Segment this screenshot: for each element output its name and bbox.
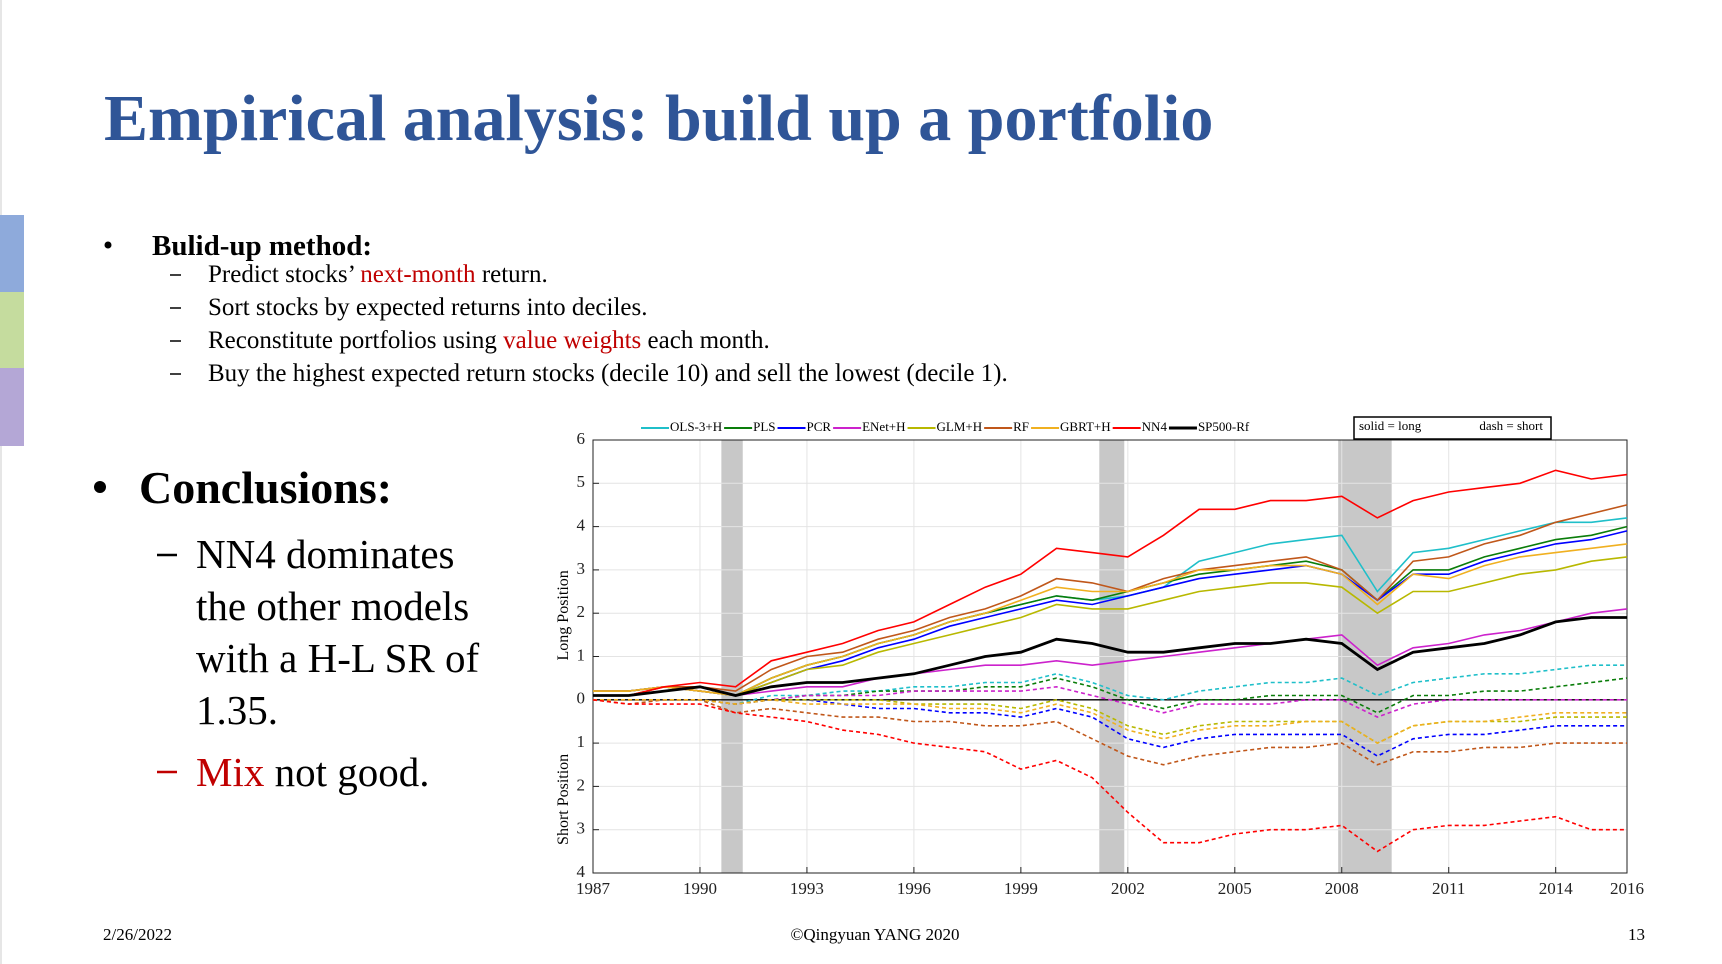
side-bar <box>0 292 24 368</box>
y-tick-label: 3 <box>577 819 586 838</box>
conclusions-heading: Conclusions: <box>139 462 392 513</box>
chart: 4 3 2 1 0 1 2 3 4 5 6 1987 1990 1993 1996 1999 2002 2005 2… <box>555 416 1644 898</box>
y-tick-label: 0 <box>577 689 586 708</box>
conclusion-line: with a H-L SR of <box>196 635 480 681</box>
bullet <box>104 241 112 249</box>
conclusion-text: NN4 dominates the other models with a H-L … <box>196 531 480 733</box>
y-tick-label: 5 <box>577 472 586 491</box>
y-tick-label: 1 <box>577 732 586 751</box>
legend-label: ENet+H <box>862 419 905 434</box>
text-segment: each month. <box>641 327 769 354</box>
y-tick-label: 2 <box>577 775 586 794</box>
long-line <box>593 504 1628 697</box>
plot-frame <box>592 439 1628 874</box>
legend-label: PLS <box>753 419 775 434</box>
conclusion-line: the other models <box>196 583 469 629</box>
y-axis-label: Long Position <box>555 570 572 660</box>
side-bar <box>0 368 24 446</box>
text-segment: value weights <box>503 327 641 354</box>
long-line <box>593 608 1628 697</box>
method-item: Sort stocks by expected returns into dec… <box>208 294 647 321</box>
y-axis-label: Short Position <box>555 754 572 845</box>
legend-label: SP500-Rf <box>1198 419 1250 434</box>
legend-label: RF <box>1013 419 1029 434</box>
long-line <box>593 616 1627 697</box>
short-line <box>593 699 1627 758</box>
footer-date: 2/26/2022 <box>103 925 172 944</box>
bullet <box>94 481 106 493</box>
long-line <box>593 556 1628 697</box>
footer-credit: ©Qingyuan YANG 2020 <box>790 925 959 944</box>
slide-title: Empirical analysis: build up a portfolio <box>104 82 1213 155</box>
y-tick-label: 1 <box>577 645 586 664</box>
x-tick-label: 2008 <box>1325 879 1359 898</box>
legend-label: NN4 <box>1142 419 1168 434</box>
legend-label: GLM+H <box>937 419 983 434</box>
x-tick-label: 2014 <box>1539 879 1574 898</box>
short-line <box>593 677 1628 714</box>
text-segment: not good. <box>264 749 429 795</box>
conclusion-line: 1.35. <box>196 687 278 733</box>
method-items: Predict stocks’ next-month return. Sort s… <box>170 261 1008 387</box>
short-line <box>592 699 1627 766</box>
text-segment: Buy the highest expected return stocks (… <box>208 360 1008 387</box>
x-tick-label: 1999 <box>1004 879 1038 898</box>
x-tick-label: 1987 <box>576 879 611 898</box>
conclusion-mix: Mix not good. <box>196 749 430 795</box>
y-tick-label: 3 <box>577 559 586 578</box>
legend-note: solid = long <box>1359 418 1422 433</box>
text-segment: Reconstitute portfolios using <box>208 327 503 354</box>
text-segment: Mix <box>196 749 264 795</box>
y-tick-label: 4 <box>577 516 586 535</box>
y-tick-label: 6 <box>577 429 586 448</box>
method-item: Buy the highest expected return stocks (… <box>208 360 1008 387</box>
legend-label: OLS-3+H <box>670 419 722 434</box>
legend-label: GBRT+H <box>1060 419 1111 434</box>
x-tick-label: 1990 <box>683 879 717 898</box>
method-heading: Bulid-up method: <box>152 230 372 262</box>
legend-note: dash = short <box>1479 418 1543 433</box>
page-number: 13 <box>1628 925 1645 944</box>
method-item: Reconstitute portfolios using value weig… <box>208 327 770 354</box>
text-segment: return. <box>476 261 548 288</box>
x-tick-label: 2016 <box>1610 879 1644 898</box>
long-line <box>593 469 1628 697</box>
short-line <box>593 685 1627 718</box>
method-item: Predict stocks’ next-month return. <box>208 261 548 288</box>
y-tick-label: 2 <box>577 602 586 621</box>
x-tick-label: 1993 <box>790 879 824 898</box>
text-segment: Predict stocks’ <box>208 261 360 288</box>
text-segment: Sort stocks by expected returns into dec… <box>208 294 647 321</box>
text-segment: next-month <box>360 261 476 288</box>
x-tick-label: 2011 <box>1432 879 1465 898</box>
legend-label: PCR <box>807 419 832 434</box>
short-line <box>593 664 1627 705</box>
long-line <box>593 543 1628 697</box>
x-tick-label: 1996 <box>897 879 931 898</box>
y-tick-label: 4 <box>577 862 586 881</box>
legend-note-box <box>1353 416 1552 440</box>
conclusion-line: NN4 dominates <box>196 531 455 577</box>
x-tick-label: 2005 <box>1218 879 1252 898</box>
side-bar <box>0 215 24 292</box>
x-tick-label: 2002 <box>1111 879 1145 898</box>
